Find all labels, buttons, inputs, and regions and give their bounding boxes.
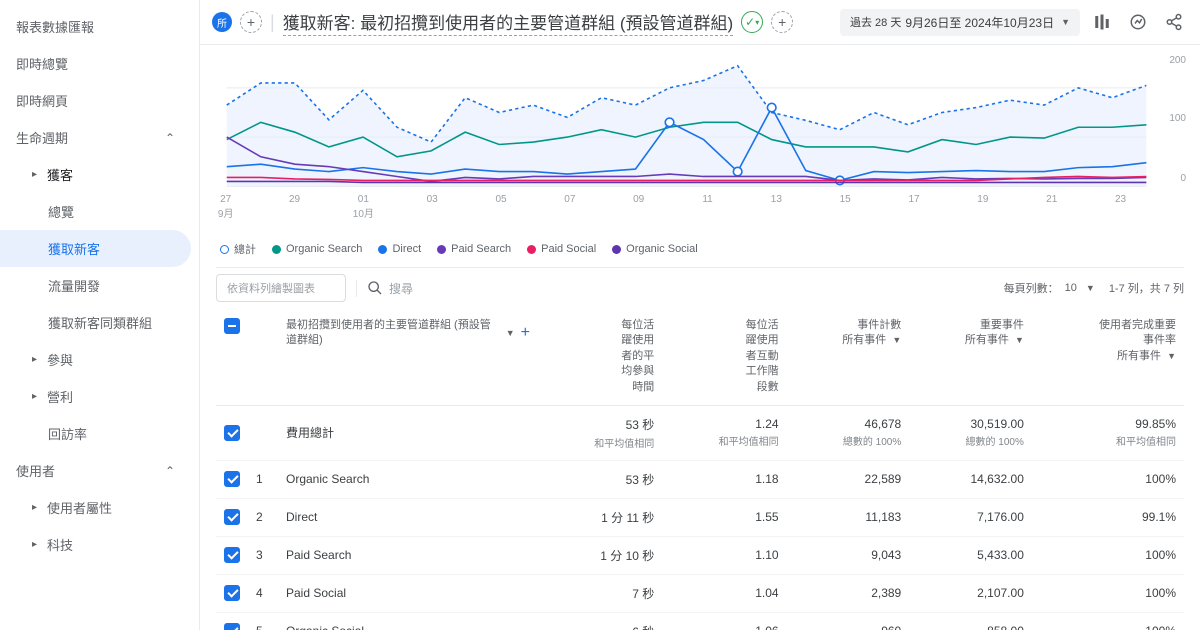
sidebar-item[interactable]: 即時網頁 [0, 82, 191, 119]
add-comparison-button[interactable]: + [771, 11, 793, 33]
row-checkbox[interactable] [224, 471, 240, 487]
column-header[interactable]: 每位活躍使用者的平均參與時間 [538, 308, 662, 405]
y-tick-0: 0 [1180, 173, 1186, 184]
table-row[interactable]: 2Direct1 分 11 秒1.5511,1837,176.0099.1% [216, 498, 1184, 536]
x-axis-label: 01 10月 [353, 194, 374, 220]
date-range-picker[interactable]: 過去 28 天 9月26日至 2024年10月23日 ▼ [840, 9, 1080, 36]
sidebar-item[interactable]: ▸參與 [0, 341, 191, 378]
x-axis-label: 29 [289, 194, 300, 205]
row-checkbox[interactable] [224, 509, 240, 525]
sidebar: 報表數據匯報即時總覽即時網頁生命週期⌃▸獲客總覽獲取新客流量開發獲取新客同類群組… [0, 0, 200, 630]
data-table: 最初招攬到使用者的主要管道群組 (預設管道群組)▼+每位活躍使用者的平均參與時間… [216, 308, 1184, 630]
chart-legend: 總計 Organic Search Direct Paid Search Paid So… [216, 235, 1184, 267]
line-chart [216, 53, 1184, 213]
sidebar-item[interactable]: 報表數據匯報 [0, 8, 191, 45]
legend-item[interactable]: Organic Social [612, 243, 698, 255]
x-axis-label: 15 [840, 194, 851, 205]
share-icon[interactable] [1160, 8, 1188, 36]
sidebar-item[interactable]: ▸營利 [0, 378, 191, 415]
report-header: 所 + | 獲取新客: 最初招攬到使用者的主要管道群組 (預設管道群組) ✓▾ … [200, 0, 1200, 45]
x-axis-label: 13 [771, 194, 782, 205]
x-axis-label: 17 [908, 194, 919, 205]
y-tick-100: 100 [1169, 113, 1186, 124]
legend-item[interactable]: Paid Search [437, 243, 511, 255]
table-search[interactable]: 搜尋 [356, 280, 413, 297]
table-row[interactable]: 3Paid Search1 分 10 秒1.109,0435,433.00100… [216, 536, 1184, 574]
row-checkbox[interactable] [224, 425, 240, 441]
status-check-icon[interactable]: ✓▾ [741, 11, 763, 33]
sidebar-item[interactable]: 獲取新客 [0, 230, 191, 267]
x-axis-label: 09 [633, 194, 644, 205]
select-all-checkbox[interactable] [224, 318, 240, 334]
x-axis-label: 21 [1046, 194, 1057, 205]
sidebar-item[interactable]: 使用者⌃ [0, 452, 191, 489]
customize-icon[interactable] [1088, 8, 1116, 36]
x-axis-label: 05 [495, 194, 506, 205]
column-header[interactable]: 每位活躍使用者互動工作階段數 [662, 308, 786, 405]
x-axis-label: 23 [1115, 194, 1126, 205]
divider: | [270, 12, 275, 33]
legend-item[interactable]: Paid Social [527, 243, 596, 255]
x-axis-label: 27 9月 [218, 194, 234, 220]
table-row[interactable]: 5Organic Social6 秒1.06960858.00100% [216, 612, 1184, 630]
table-row[interactable]: 1Organic Search53 秒1.1822,58914,632.0010… [216, 460, 1184, 498]
row-checkbox[interactable] [224, 623, 240, 630]
audience-badge[interactable]: 所 [212, 12, 232, 32]
sidebar-item[interactable]: 即時總覽 [0, 45, 191, 82]
main-content: 所 + | 獲取新客: 最初招攬到使用者的主要管道群組 (預設管道群組) ✓▾ … [200, 0, 1200, 630]
row-range-label: 1-7 列，共 7 列 [1109, 280, 1184, 296]
rows-per-page[interactable]: 每頁列數： 10 ▼ [1004, 280, 1095, 296]
sidebar-item[interactable]: ▸科技 [0, 526, 191, 563]
column-header[interactable]: 事件計數所有事件 ▼ [787, 308, 910, 405]
legend-item[interactable]: Organic Search [272, 243, 362, 255]
insights-icon[interactable] [1124, 8, 1152, 36]
y-tick-200: 200 [1169, 55, 1186, 66]
add-segment-button[interactable]: + [240, 11, 262, 33]
sidebar-item[interactable]: 生命週期⌃ [0, 119, 191, 156]
legend-item[interactable]: 總計 [220, 241, 256, 257]
table-controls: 依資料列繪製圖表 搜尋 每頁列數： 10 ▼ 1-7 列，共 7 列 [216, 267, 1184, 308]
chart-area: 200 100 0 27 9月 29 01 10月 03 05 07 09 11 13 15 17 1… [216, 53, 1184, 235]
legend-item[interactable]: Direct [378, 243, 421, 255]
add-dimension-button[interactable]: + [521, 322, 530, 344]
x-axis-label: 03 [427, 194, 438, 205]
content-scroll: 200 100 0 27 9月 29 01 10月 03 05 07 09 11 13 15 17 1… [200, 45, 1200, 630]
search-icon [367, 280, 383, 296]
sidebar-item[interactable]: 回訪率 [0, 415, 191, 452]
x-axis-label: 11 [702, 194, 712, 205]
x-axis-label: 07 [564, 194, 575, 205]
sidebar-item[interactable]: 獲取新客同類群組 [0, 304, 191, 341]
dimension-header[interactable]: 最初招攬到使用者的主要管道群組 (預設管道群組) [286, 318, 497, 349]
sidebar-item[interactable]: ▸使用者屬性 [0, 489, 191, 526]
plot-rows-selector[interactable]: 依資料列繪製圖表 [216, 274, 346, 302]
row-checkbox[interactable] [224, 547, 240, 563]
column-header[interactable]: 使用者完成重要事件率所有事件 ▼ [1032, 308, 1184, 405]
row-checkbox[interactable] [224, 585, 240, 601]
sidebar-item[interactable]: ▸獲客 [0, 156, 191, 193]
report-title[interactable]: 獲取新客: 最初招攬到使用者的主要管道群組 (預設管道群組) [283, 9, 734, 36]
column-header[interactable]: 重要事件所有事件 ▼ [909, 308, 1032, 405]
sidebar-item[interactable]: 流量開發 [0, 267, 191, 304]
sidebar-item[interactable]: 總覽 [0, 193, 191, 230]
x-axis-label: 19 [977, 194, 988, 205]
table-row[interactable]: 4Paid Social7 秒1.042,3892,107.00100% [216, 574, 1184, 612]
